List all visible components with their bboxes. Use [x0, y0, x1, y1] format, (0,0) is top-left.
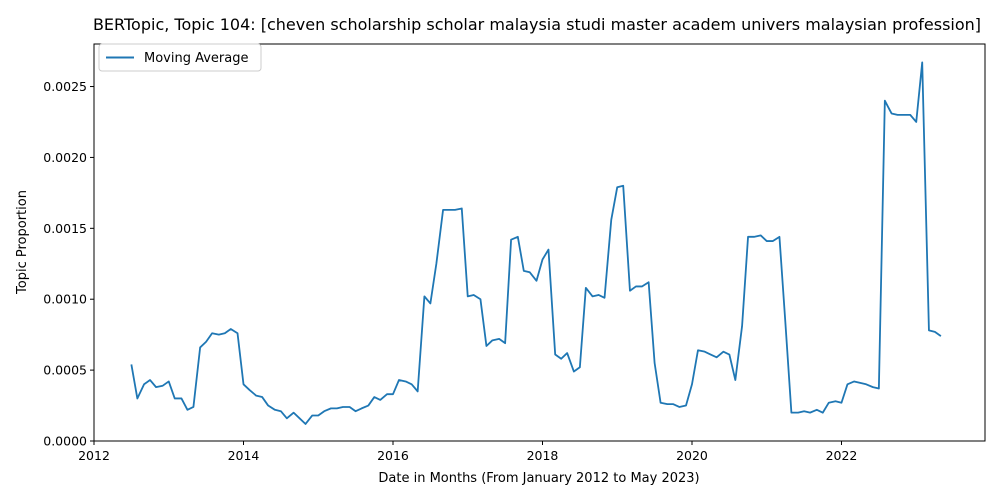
x-tick-label: 2014 — [228, 448, 260, 463]
y-tick-label: 0.0015 — [43, 221, 87, 236]
plot-area — [93, 43, 986, 442]
x-tick-label: 2022 — [826, 448, 858, 463]
series-line-moving-average — [130, 61, 942, 425]
y-tick-label: 0.0020 — [43, 150, 87, 165]
x-tick-label: 2020 — [676, 448, 708, 463]
x-axis: 2012 2014 2016 2018 2020 2022 — [78, 441, 857, 463]
legend-box — [98, 43, 262, 72]
x-tick-label: 2016 — [377, 448, 409, 463]
y-tick-label: 0.0005 — [43, 363, 87, 378]
series-layer — [130, 61, 942, 425]
legend-label: Moving Average — [144, 51, 248, 66]
x-tick-label: 2012 — [78, 448, 110, 463]
y-tick-label: 0.0010 — [43, 292, 87, 307]
x-tick-label: 2018 — [527, 448, 559, 463]
y-tick-label: 0.0000 — [43, 434, 87, 449]
legend: Moving Average — [98, 43, 262, 72]
y-tick-label: 0.0025 — [43, 79, 87, 94]
x-axis-label: Date in Months (From January 2012 to May… — [378, 471, 699, 486]
y-axis-label: Topic Proportion — [15, 190, 30, 295]
chart-title: BERTopic, Topic 104: [cheven scholarship… — [93, 15, 981, 34]
y-axis: 0.0000 0.0005 0.0010 0.0015 0.0020 0.0025 — [43, 79, 94, 449]
